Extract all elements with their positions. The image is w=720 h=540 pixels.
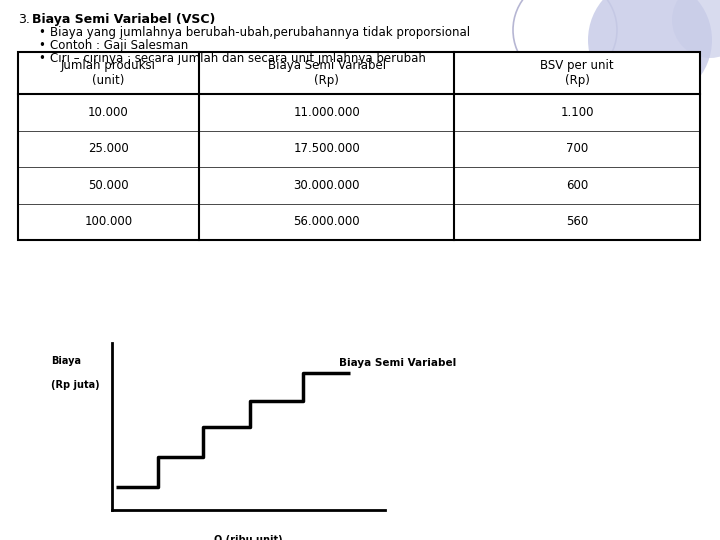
Text: Jumlah produksi
(unit): Jumlah produksi (unit) — [61, 59, 156, 87]
Text: Biaya yang jumlahnya berubah-ubah,perubahannya tidak proporsional: Biaya yang jumlahnya berubah-ubah,peruba… — [50, 26, 470, 39]
Text: 11.000.000: 11.000.000 — [293, 106, 360, 119]
Text: Contoh : Gaji Salesman: Contoh : Gaji Salesman — [50, 39, 188, 52]
Bar — [18, 52, 700, 240]
Text: •: • — [38, 39, 45, 52]
Text: 600: 600 — [566, 179, 588, 192]
Circle shape — [513, 0, 617, 82]
Text: BSV per unit
(Rp): BSV per unit (Rp) — [541, 59, 614, 87]
Text: 3.: 3. — [18, 13, 30, 26]
Text: 17.500.000: 17.500.000 — [293, 142, 360, 156]
Text: 56.000.000: 56.000.000 — [293, 215, 360, 228]
Text: Biaya Semi Variabel: Biaya Semi Variabel — [338, 358, 456, 368]
Text: •: • — [38, 52, 45, 65]
Text: 100.000: 100.000 — [84, 215, 132, 228]
Text: Biaya Semi Variabel (VSC): Biaya Semi Variabel (VSC) — [32, 13, 215, 26]
Text: •: • — [38, 26, 45, 39]
Text: 700: 700 — [566, 142, 588, 156]
Text: Q (ribu unit): Q (ribu unit) — [214, 536, 283, 540]
Text: 50.000: 50.000 — [88, 179, 129, 192]
Text: 10.000: 10.000 — [88, 106, 129, 119]
Text: (Rp juta): (Rp juta) — [51, 380, 100, 390]
Text: 1.100: 1.100 — [560, 106, 594, 119]
Text: 560: 560 — [566, 215, 588, 228]
Text: 25.000: 25.000 — [88, 142, 129, 156]
Text: Biaya Semi Variabel
(Rp): Biaya Semi Variabel (Rp) — [268, 59, 386, 87]
Text: Ciri – cirinya : secara jumlah dan secara unit jmlahnya berubah: Ciri – cirinya : secara jumlah dan secar… — [50, 52, 426, 65]
Circle shape — [588, 0, 712, 102]
Circle shape — [672, 0, 720, 58]
Text: 30.000.000: 30.000.000 — [293, 179, 360, 192]
Text: Biaya: Biaya — [51, 356, 81, 366]
